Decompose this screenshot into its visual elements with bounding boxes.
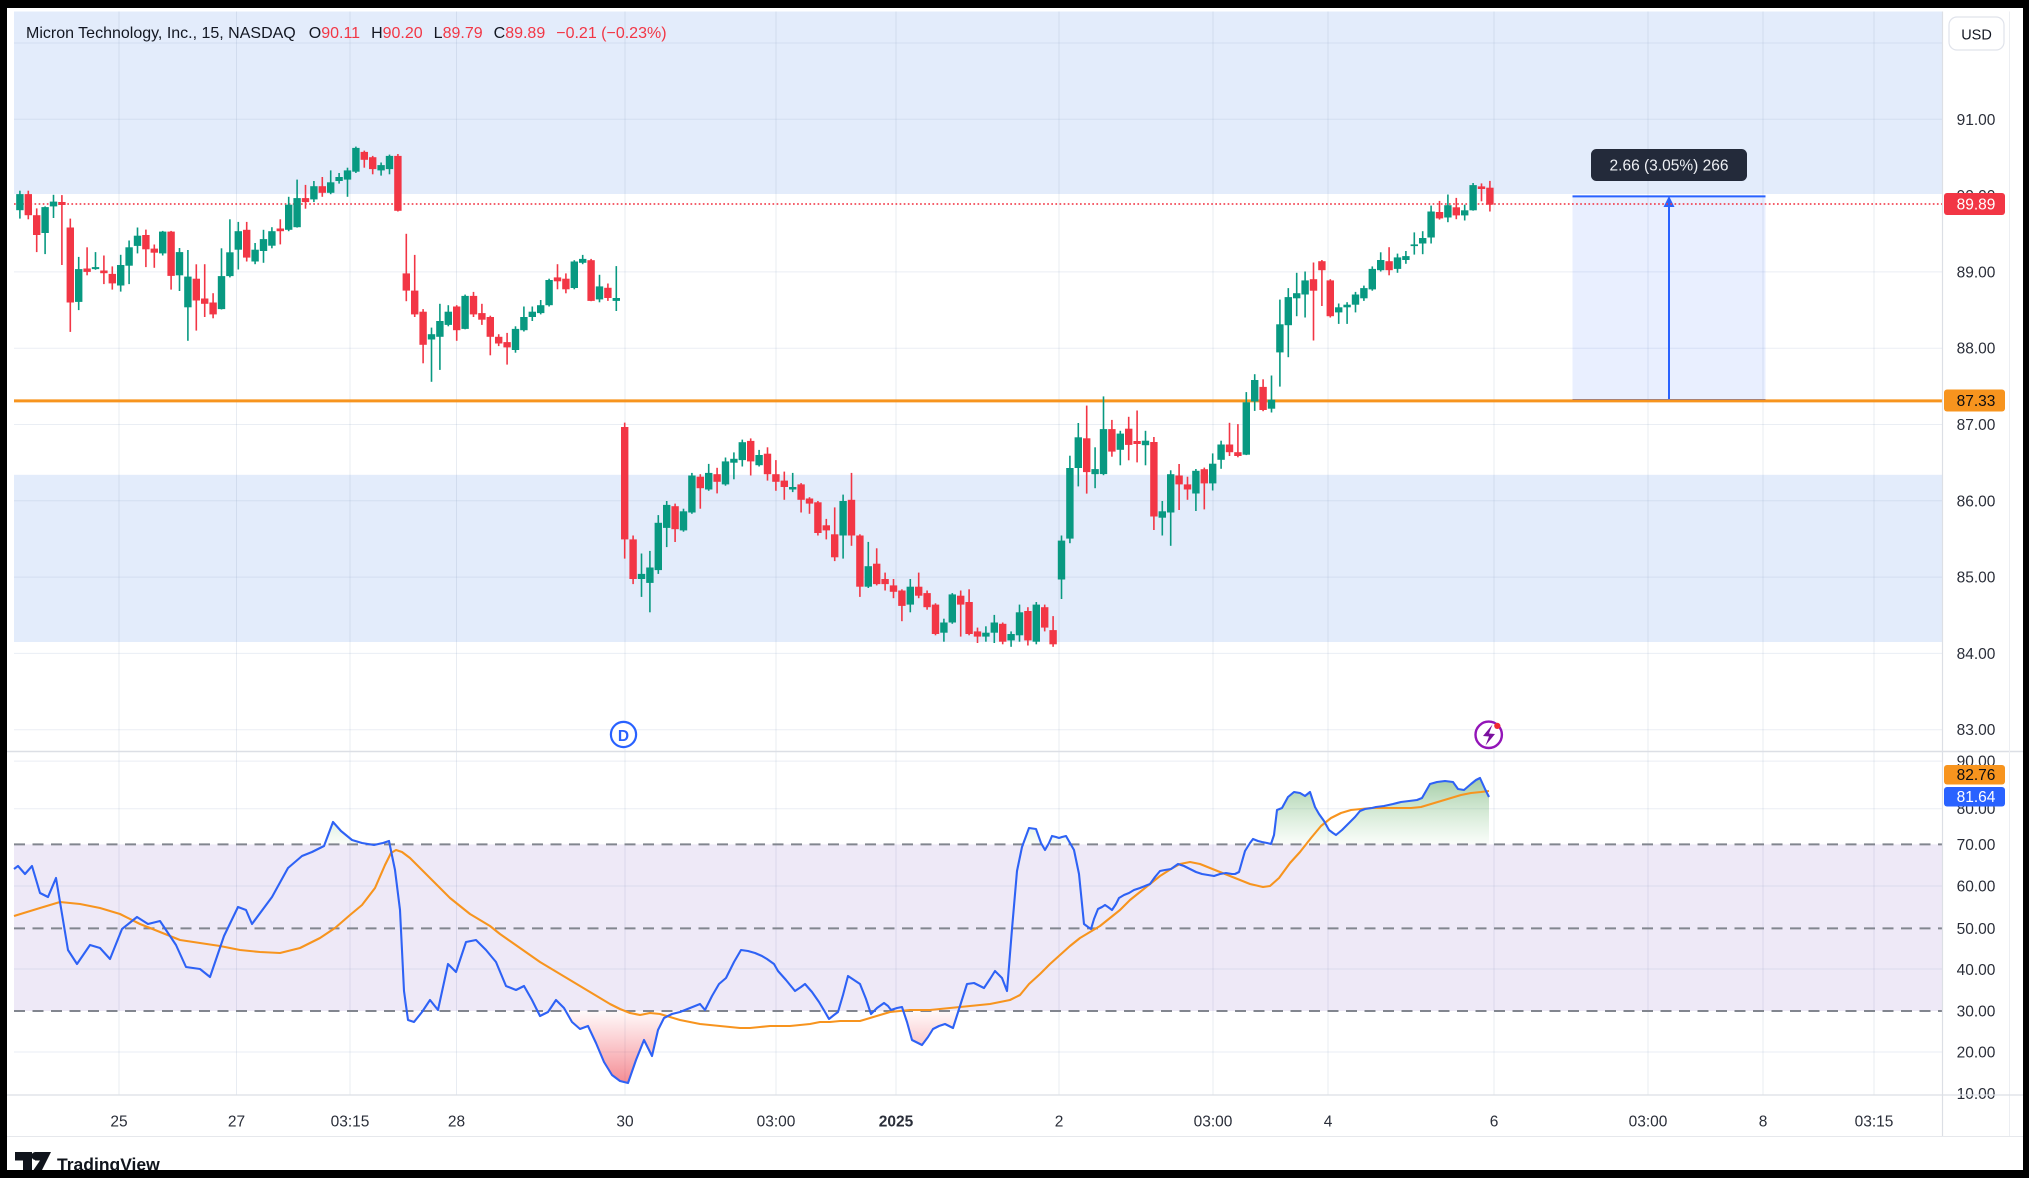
svg-text:60.00: 60.00 [1957, 879, 1996, 896]
svg-text:30.00: 30.00 [1957, 1004, 1996, 1021]
svg-text:03:15: 03:15 [331, 1114, 370, 1131]
svg-text:03:00: 03:00 [757, 1114, 796, 1131]
svg-text:89.00: 89.00 [1957, 264, 1996, 281]
svg-text:8: 8 [1759, 1114, 1768, 1131]
svg-text:81.64: 81.64 [1957, 789, 1996, 806]
svg-text:30: 30 [616, 1114, 634, 1131]
svg-text:TradingView: TradingView [57, 1155, 160, 1174]
svg-text:03:00: 03:00 [1194, 1114, 1233, 1131]
svg-text:2: 2 [1055, 1114, 1064, 1131]
svg-text:82.76: 82.76 [1957, 767, 1996, 784]
svg-text:86.00: 86.00 [1957, 493, 1996, 510]
svg-text:25: 25 [110, 1114, 127, 1131]
svg-text:28: 28 [448, 1114, 465, 1131]
svg-text:27: 27 [228, 1114, 245, 1131]
svg-text:6: 6 [1490, 1114, 1499, 1131]
svg-text:2025: 2025 [879, 1114, 914, 1131]
svg-text:Micron Technology, Inc., 15, N: Micron Technology, Inc., 15, NASDAQ O90.1… [26, 25, 667, 42]
svg-text:87.33: 87.33 [1957, 393, 1996, 410]
svg-text:89.89: 89.89 [1957, 197, 1996, 214]
svg-text:USD: USD [1961, 28, 1992, 44]
svg-text:50.00: 50.00 [1957, 921, 1996, 938]
svg-text:40.00: 40.00 [1957, 962, 1996, 979]
svg-text:88.00: 88.00 [1957, 341, 1996, 358]
svg-text:83.00: 83.00 [1957, 722, 1996, 739]
svg-text:03:00: 03:00 [1629, 1114, 1668, 1131]
svg-text:84.00: 84.00 [1957, 646, 1996, 663]
svg-text:85.00: 85.00 [1957, 570, 1996, 587]
svg-text:70.00: 70.00 [1957, 837, 1996, 854]
svg-text:2.66 (3.05%) 266: 2.66 (3.05%) 266 [1610, 158, 1729, 175]
svg-text:D: D [618, 728, 629, 745]
svg-text:20.00: 20.00 [1957, 1045, 1996, 1062]
svg-text:91.00: 91.00 [1957, 112, 1996, 129]
svg-text:03:15: 03:15 [1855, 1114, 1894, 1131]
svg-text:4: 4 [1324, 1114, 1333, 1131]
svg-text:87.00: 87.00 [1957, 417, 1996, 434]
